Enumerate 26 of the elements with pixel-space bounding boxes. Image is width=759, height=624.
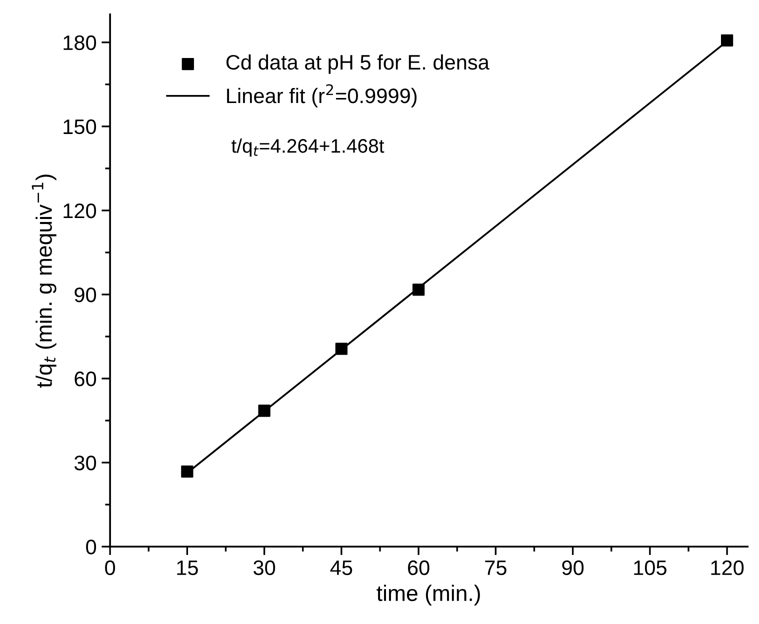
annotation: t/q$_{t}$=4.264+1.468t (231, 138, 384, 157)
y-tick-label: 0 (86, 540, 96, 554)
y-tick-label: 90 (74, 287, 96, 302)
y-tick-label: 150 (64, 119, 96, 134)
point (181, 465, 194, 478)
legend-label: Linear fit (r$^{2}$=0.9999) (227, 84, 417, 108)
x-tick-label: 90 (562, 560, 584, 576)
y-tick-label: 60 (74, 372, 96, 386)
y-tick-label: 180 (64, 35, 96, 50)
x-tick-label: 15 (177, 560, 198, 576)
x-tick-label: 120 (711, 560, 744, 576)
y-tick-label: 120 (64, 203, 96, 218)
point (335, 342, 348, 355)
x-tick-label: 75 (485, 560, 506, 576)
x-tick-label: 45 (330, 560, 352, 576)
point (720, 34, 734, 46)
y-axis-title: t/q$_{t}$ (min. g mequiv$^{−1}$) (32, 174, 56, 388)
x-tick-label: 105 (634, 560, 666, 576)
legend-label: Cd data at pH 5 for E. densa (226, 54, 490, 74)
y-tick-label: 30 (74, 456, 96, 470)
point (412, 284, 425, 296)
x-axis-title: time (min.) (376, 584, 480, 606)
point (258, 404, 270, 417)
x-tick-label: 30 (254, 560, 276, 576)
x-tick-label: 0 (105, 560, 116, 576)
x-tick-label: 60 (408, 560, 430, 576)
